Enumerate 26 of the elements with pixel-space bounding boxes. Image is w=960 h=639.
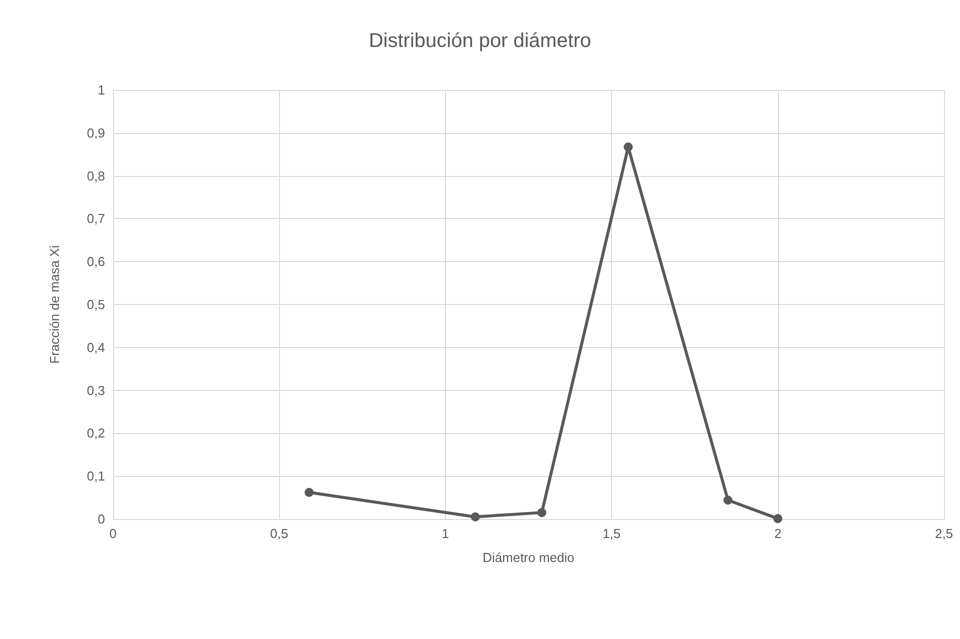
y-tick-label: 0: [98, 512, 105, 526]
y-tick-label: 0,4: [86, 340, 105, 355]
y-axis-title: Fracción de masa Xi: [47, 245, 62, 364]
y-tick-label: 0,5: [86, 297, 105, 312]
y-tick-label: 0,3: [86, 382, 105, 398]
point: [773, 514, 782, 524]
x-tick-label: 1: [442, 526, 450, 541]
y-tick-label: 0,2: [86, 426, 105, 441]
x-tick-label: 0,5: [270, 526, 288, 541]
point: [624, 142, 633, 152]
chart-title: Distribución por diámetro: [368, 30, 592, 52]
point: [537, 508, 546, 518]
x-tick-label: 2: [774, 526, 782, 541]
y-tick-label: 1: [98, 82, 105, 98]
y-tick-label: 0,9: [86, 125, 105, 140]
x-tick-label: 1,5: [602, 526, 621, 541]
point: [304, 488, 314, 497]
y-tick-label: 0,7: [86, 211, 105, 226]
x-tick-label: 0: [109, 526, 117, 541]
point: [470, 512, 480, 522]
x-tick-label: 2,5: [934, 526, 954, 541]
y-tick-label: 0,1: [86, 468, 105, 484]
y-tick-label: 0,8: [86, 168, 105, 184]
y-tick-label: 0,6: [86, 254, 105, 270]
point: [723, 496, 732, 505]
x-axis-title: Diámetro medio: [482, 550, 574, 565]
